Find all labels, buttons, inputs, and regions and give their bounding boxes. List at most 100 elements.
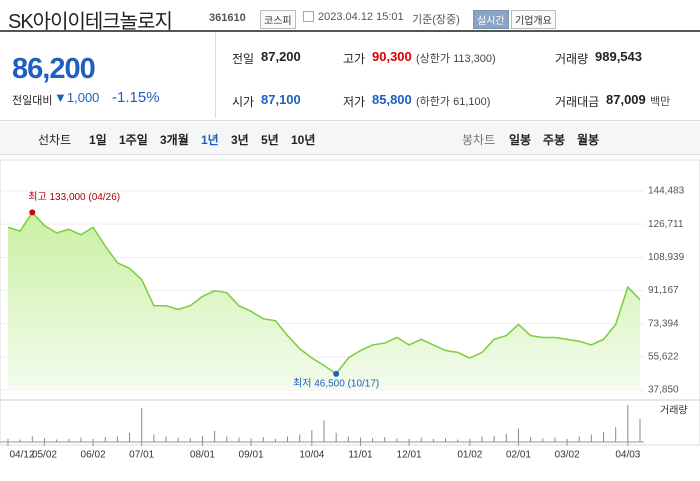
volume-bar [457, 439, 459, 442]
volume-bar [226, 436, 228, 442]
stat-value: 989,543 [595, 49, 642, 64]
candle-tab[interactable]: 월봉 [577, 133, 600, 147]
stat-value: 87,009 [606, 92, 646, 107]
volume-bar [615, 427, 617, 442]
volume-bar [92, 438, 94, 442]
stat-label: 시가 [232, 95, 255, 109]
volume-bar [590, 434, 592, 442]
stat-label: 저가 [343, 95, 366, 109]
y-tick-label: 37,850 [648, 385, 679, 396]
period-tab[interactable]: 1주일 [119, 133, 148, 147]
volume-bar [287, 436, 289, 442]
company-info-button[interactable]: 기업개요 [511, 10, 556, 29]
price-area [8, 212, 640, 390]
volume-bar [445, 438, 447, 442]
volume-bar [493, 435, 495, 442]
period-tab[interactable]: 5년 [261, 133, 279, 147]
volume-bar [116, 436, 118, 442]
volume-bar [238, 437, 240, 442]
x-tick-label: 04/12 [9, 450, 34, 461]
plot-frame [0, 159, 700, 446]
stat-value: 87,100 [261, 92, 301, 107]
tab-title: 선차트 [38, 133, 72, 147]
period-tab[interactable]: 3개월 [160, 133, 189, 147]
volume-bar [481, 436, 483, 442]
volume-bar [566, 438, 568, 442]
volume-bar [517, 428, 519, 442]
x-tick-label: 04/03 [615, 450, 640, 461]
basis: 기준(장중) [412, 14, 460, 26]
volume-bar [554, 437, 556, 442]
high-marker [29, 209, 36, 216]
candle-tab[interactable]: 주봉 [543, 133, 566, 147]
y-tick-label: 73,394 [648, 318, 679, 329]
volume-bar [627, 405, 629, 442]
volume-bar [104, 437, 106, 442]
y-tick-label: 108,939 [648, 252, 685, 263]
volume-bar [578, 436, 580, 442]
volume-bar [469, 438, 471, 442]
volume-bar [56, 439, 58, 442]
volume-bar [129, 432, 131, 442]
quote-box [0, 30, 700, 121]
stat-value: 90,300 [372, 49, 412, 64]
stat-label: 전일 [232, 52, 255, 66]
datetime: 2023.04.12 15:01 [318, 11, 404, 23]
volume-bar [274, 438, 276, 442]
stat-label: 거래대금 [555, 95, 600, 109]
x-tick-label: 08/01 [190, 450, 215, 461]
volume-bar [19, 439, 21, 442]
volume-bar [177, 437, 179, 442]
volume-bar [347, 436, 349, 442]
volume-bar [80, 437, 82, 442]
volume-bar [311, 430, 313, 442]
volume-bar [372, 438, 374, 442]
x-tick-label: 07/01 [129, 450, 154, 461]
calendar-icon [303, 11, 314, 22]
volume-bar [31, 436, 33, 442]
high-label: 최고 133,000 (04/26) [28, 191, 120, 203]
period-tab[interactable]: 1년 [201, 133, 219, 147]
price-line [7, 211, 641, 375]
stat-value: 87,200 [261, 49, 301, 64]
volume-bar [141, 408, 143, 442]
volume-bar [153, 434, 155, 442]
divider [215, 32, 216, 118]
period-tab[interactable]: 3년 [231, 133, 249, 147]
realtime-button[interactable]: 실시간 [473, 10, 509, 29]
x-tick-label: 10/04 [299, 450, 324, 461]
volume-bar [505, 433, 507, 442]
volume-bar [323, 420, 325, 442]
stat-sub: (상한가 113,300) [416, 53, 496, 65]
x-tick-label: 11/01 [348, 450, 373, 461]
y-tick-label: 91,167 [648, 285, 679, 296]
tab-bar [0, 122, 700, 155]
volume-bar [359, 437, 361, 442]
y-tick-label: 55,622 [648, 351, 679, 362]
stat-sub: 백만 [650, 96, 671, 108]
volume-bar [250, 438, 252, 442]
volume-bar [639, 418, 641, 442]
volume-bar [189, 438, 191, 442]
period-tab[interactable]: 1일 [89, 133, 107, 147]
candle-tab[interactable]: 일봉 [509, 133, 532, 147]
low-marker [333, 370, 340, 377]
period-tab[interactable]: 10년 [291, 133, 316, 147]
volume-bar [201, 435, 203, 442]
low-label: 최저 46,500 (10/17) [293, 377, 379, 389]
x-tick-label: 03/02 [555, 450, 580, 461]
change-label: 전일대비 [12, 95, 53, 107]
volume-bar [335, 432, 337, 442]
volume-bar [408, 438, 410, 442]
volume-bar [7, 438, 9, 442]
x-tick-label: 02/01 [506, 450, 531, 461]
x-tick-label: 05/02 [32, 450, 57, 461]
x-tick-label: 09/01 [239, 450, 264, 461]
tab-title: 봉차트 [462, 133, 496, 147]
change-pct: -1.15% [112, 89, 160, 106]
volume-bar [165, 436, 167, 442]
y-tick-label: 144,483 [648, 186, 685, 197]
stat-label: 고가 [343, 52, 366, 66]
